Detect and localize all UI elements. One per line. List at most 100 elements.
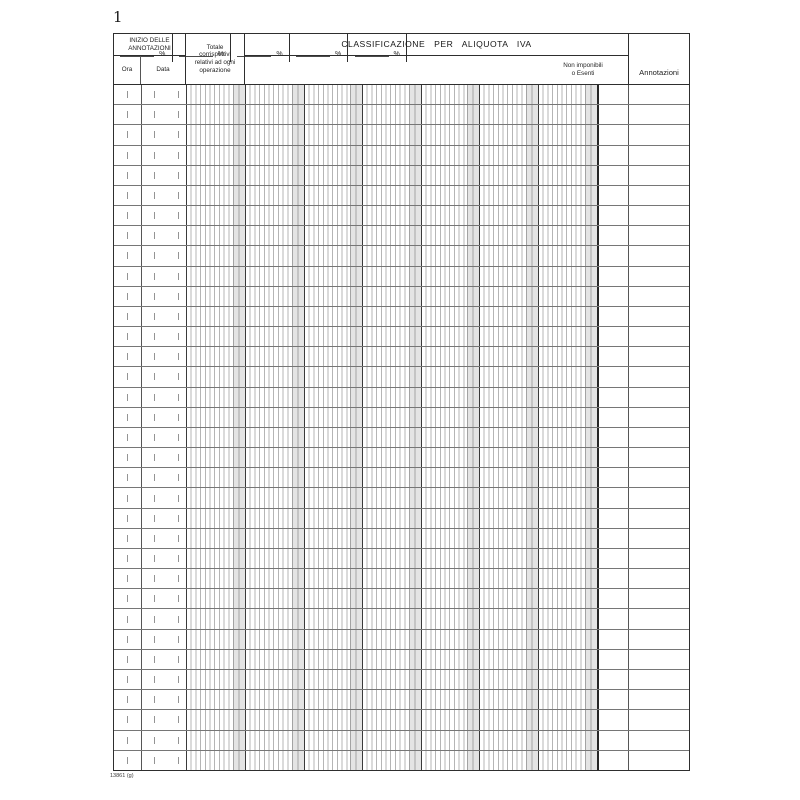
data-tick-mark-2 [178,595,179,603]
data-tick-mark-2 [178,272,179,280]
ora-tick-mark [127,595,128,603]
data-tick-mark-1 [154,474,155,482]
data-tick-mark-2 [178,615,179,623]
ora-tick-mark [127,696,128,704]
ora-tick-mark [127,252,128,260]
inizio-line-1: INIZIO DELLE [129,36,170,44]
data-tick-mark-2 [178,635,179,643]
data-tick-mark-2 [178,131,179,139]
table-row [114,105,689,126]
data-tick-mark-2 [178,736,179,744]
header-aliquota-percent-5: % [348,34,407,62]
ora-tick-mark [127,736,128,744]
table-row [114,731,689,751]
form-header: INIZIO DELLE ANNOTAZIONI Ora Data Totale… [114,34,689,85]
table-row [114,146,689,166]
header-aliquota-percent-2: % [173,34,232,62]
ora-tick-mark [127,111,128,119]
table-row [114,287,689,307]
table-row [114,85,689,106]
totale-line-3: relativi ad ogni [194,59,236,66]
percent-symbol: % [217,51,224,58]
data-tick-mark-1 [154,434,155,441]
data-tick-mark-1 [154,655,155,663]
data-tick-mark-2 [178,756,179,764]
data-tick-mark-2 [178,696,179,704]
header-classificazione-iva: CLASSIFICAZIONE PER ALIQUOTA IVA [245,34,628,56]
header-totale-corrispettivi: Totale corrispettivi relativi ad ogni op… [186,34,245,84]
table-row [114,670,689,691]
header-inizio-annotazioni: INIZIO DELLE ANNOTAZIONI [114,34,186,56]
data-tick-mark-2 [178,494,179,502]
data-tick-mark-2 [178,434,179,441]
data-tick-mark-1 [154,454,155,462]
data-tick-mark-2 [178,575,179,583]
table-row [114,509,689,529]
ora-tick-mark [127,676,128,684]
data-tick-mark-2 [178,454,179,462]
data-tick-mark-1 [154,292,155,300]
table-row [114,529,689,549]
table-row [114,408,689,428]
table-row [114,448,689,469]
ora-tick-mark [127,393,128,401]
data-tick-mark-2 [178,312,179,320]
data-tick-mark-2 [178,534,179,542]
ora-tick-mark [127,454,128,462]
page-number: 1 [113,8,123,26]
data-tick-mark-2 [178,413,179,421]
table-row [114,327,689,348]
data-tick-mark-2 [178,353,179,361]
corrispettivi-register-form: INIZIO DELLE ANNOTAZIONI Ora Data Totale… [113,33,690,771]
header-ora: Ora [114,56,141,84]
table-row [114,630,689,650]
percent-blank-line [237,56,272,57]
table-row [114,751,689,770]
ora-tick-mark [127,514,128,522]
data-tick-mark-2 [178,212,179,220]
entry-rows [114,85,689,770]
table-row [114,267,689,287]
data-tick-mark-1 [154,575,155,583]
data-tick-mark-1 [154,413,155,421]
data-tick-mark-2 [178,655,179,663]
data-tick-mark-1 [154,212,155,220]
table-row [114,246,689,267]
data-tick-mark-1 [154,171,155,179]
data-tick-mark-2 [178,333,179,341]
table-row [114,186,689,207]
header-annotazioni: Annotazioni [628,34,689,84]
ora-tick-mark [127,756,128,764]
ora-tick-mark [127,272,128,280]
ora-tick-mark [127,212,128,220]
ora-tick-mark [127,292,128,300]
table-row [114,690,689,711]
table-row [114,388,689,408]
data-tick-mark-1 [154,595,155,603]
ora-tick-mark [127,131,128,139]
data-tick-mark-2 [178,373,179,381]
ora-tick-mark [127,312,128,320]
ora-tick-mark [127,555,128,563]
table-row [114,650,689,670]
data-tick-mark-1 [154,191,155,199]
data-tick-mark-1 [154,635,155,643]
non-imponibili-line-2: o Esenti [571,70,595,77]
ora-tick-mark [127,333,128,341]
data-tick-mark-1 [154,353,155,361]
data-tick-mark-1 [154,756,155,764]
table-row [114,710,689,731]
header-aliquota-columns: % % % % % [114,34,407,62]
non-imponibili-line-1: Non imponibili [563,62,603,70]
data-tick-mark-1 [154,272,155,280]
data-tick-mark-1 [154,534,155,542]
data-tick-mark-2 [178,191,179,199]
footer-print-code: 13861 (g) [110,773,134,779]
table-row [114,428,689,449]
data-tick-mark-1 [154,312,155,320]
ora-tick-mark [127,635,128,643]
ora-tick-mark [127,171,128,179]
ora-tick-mark [127,655,128,663]
table-row [114,125,689,146]
header-non-imponibili: Non imponibili o Esenti [538,56,628,84]
